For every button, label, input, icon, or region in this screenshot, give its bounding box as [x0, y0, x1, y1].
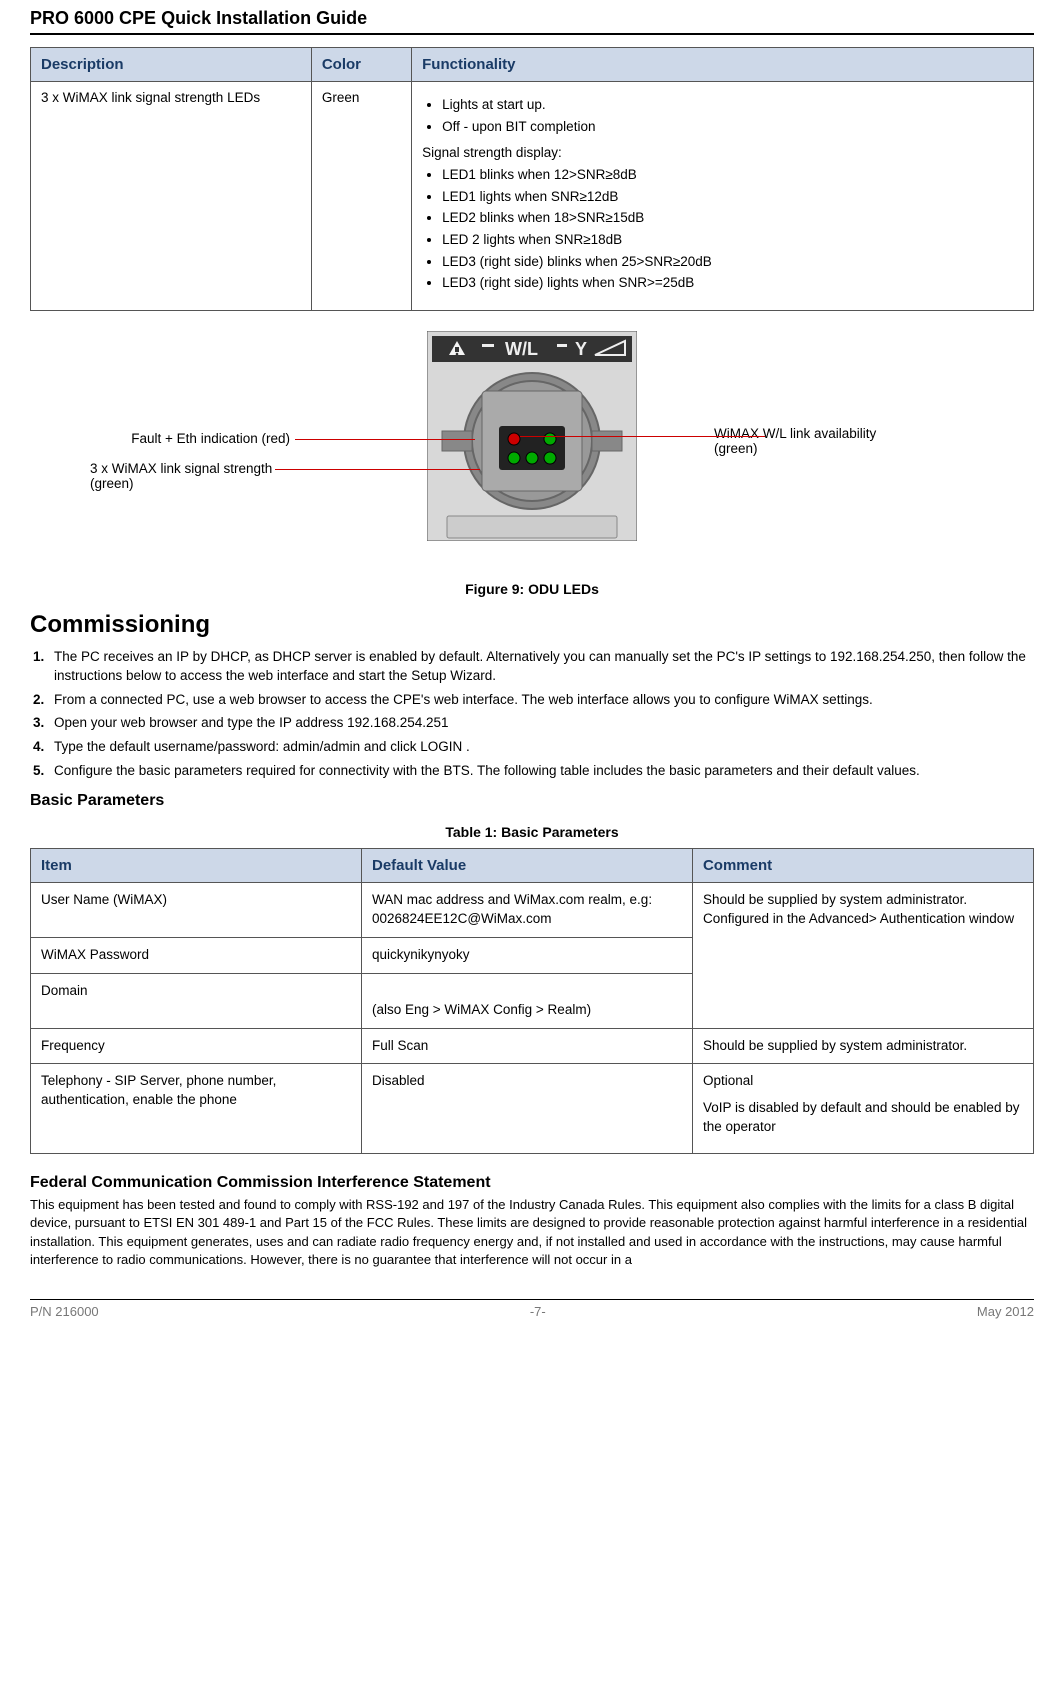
- params-default: Full Scan: [361, 1028, 692, 1064]
- led-bullet: LED3 (right side) blinks when 25>SNR≥20d…: [442, 251, 1023, 273]
- led-bullet: LED1 lights when SNR≥12dB: [442, 186, 1023, 208]
- params-item: User Name (WiMAX): [31, 883, 362, 938]
- fcc-text: This equipment has been tested and found…: [30, 1196, 1034, 1269]
- params-comment: Should be supplied by system administrat…: [692, 883, 1033, 1028]
- params-item: Domain: [31, 973, 362, 1028]
- svg-text:Y: Y: [575, 339, 587, 359]
- params-header-comment: Comment: [692, 849, 1033, 883]
- params-row: Frequency Full Scan Should be supplied b…: [31, 1028, 1034, 1064]
- led-bullet: LED1 blinks when 12>SNR≥8dB: [442, 164, 1023, 186]
- step-5: Configure the basic parameters required …: [48, 761, 1034, 781]
- led-bullet: Lights at start up.: [442, 94, 1023, 116]
- params-default: (also Eng > WiMAX Config > Realm): [361, 973, 692, 1028]
- figure-9-container: Fault + Eth indication (red) 3 x WiMAX l…: [30, 331, 1034, 571]
- led-color-cell: Green: [311, 82, 411, 311]
- figure-9-caption: Figure 9: ODU LEDs: [30, 581, 1034, 597]
- footer-date: May 2012: [977, 1304, 1034, 1319]
- params-item: Frequency: [31, 1028, 362, 1064]
- params-comment: Optional VoIP is disabled by default and…: [692, 1064, 1033, 1154]
- led-bullet: Off - upon BIT completion: [442, 116, 1023, 138]
- led-desc-cell: 3 x WiMAX link signal strength LEDs: [31, 82, 312, 311]
- footer: P/N 216000 -7- May 2012: [30, 1299, 1034, 1319]
- led-signal-label: Signal strength display:: [422, 145, 1023, 160]
- params-default: WAN mac address and WiMax.com realm, e.g…: [361, 883, 692, 938]
- fcc-title: Federal Communication Commission Interfe…: [30, 1174, 1034, 1192]
- led-header-color: Color: [311, 48, 411, 82]
- document-header: PRO 6000 CPE Quick Installation Guide: [30, 0, 1034, 35]
- basic-params-title: Basic Parameters: [30, 792, 1034, 810]
- figure-label-strength: 3 x WiMAX link signal strength (green): [90, 461, 290, 491]
- step-1: The PC receives an IP by DHCP, as DHCP s…: [48, 647, 1034, 686]
- footer-page: -7-: [530, 1304, 546, 1319]
- step-2: From a connected PC, use a web browser t…: [48, 690, 1034, 710]
- footer-pn: P/N 216000: [30, 1304, 99, 1319]
- step-4: Type the default username/password: admi…: [48, 737, 1034, 757]
- figure-label-fault: Fault + Eth indication (red): [90, 431, 290, 446]
- led-func-cell: Lights at start up. Off - upon BIT compl…: [412, 82, 1034, 311]
- basic-params-table: Item Default Value Comment User Name (Wi…: [30, 848, 1034, 1154]
- params-item: Telephony - SIP Server, phone number, au…: [31, 1064, 362, 1154]
- params-comment: Should be supplied by system administrat…: [692, 1028, 1033, 1064]
- led-header-desc: Description: [31, 48, 312, 82]
- params-header-default: Default Value: [361, 849, 692, 883]
- params-default: Disabled: [361, 1064, 692, 1154]
- step-3: Open your web browser and type the IP ad…: [48, 713, 1034, 733]
- params-item: WiMAX Password: [31, 937, 362, 973]
- led-bullet: LED2 blinks when 18>SNR≥15dB: [442, 207, 1023, 229]
- led-header-func: Functionality: [412, 48, 1034, 82]
- svg-text:W/L: W/L: [505, 339, 538, 359]
- led-bullet: LED 2 lights when SNR≥18dB: [442, 229, 1023, 251]
- params-header-item: Item: [31, 849, 362, 883]
- commissioning-steps: The PC receives an IP by DHCP, as DHCP s…: [48, 647, 1034, 780]
- params-row: Telephony - SIP Server, phone number, au…: [31, 1064, 1034, 1154]
- figure-label-wl: WiMAX W/L link availability (green): [714, 426, 894, 456]
- params-row: User Name (WiMAX) WAN mac address and Wi…: [31, 883, 1034, 938]
- led-table: Description Color Functionality 3 x WiMA…: [30, 47, 1034, 311]
- params-default: quickynikynyoky: [361, 937, 692, 973]
- led-bullet: LED3 (right side) lights when SNR>=25dB: [442, 272, 1023, 294]
- table-1-caption: Table 1: Basic Parameters: [30, 824, 1034, 840]
- commissioning-title: Commissioning: [30, 611, 1034, 639]
- led-row: 3 x WiMAX link signal strength LEDs Gree…: [31, 82, 1034, 311]
